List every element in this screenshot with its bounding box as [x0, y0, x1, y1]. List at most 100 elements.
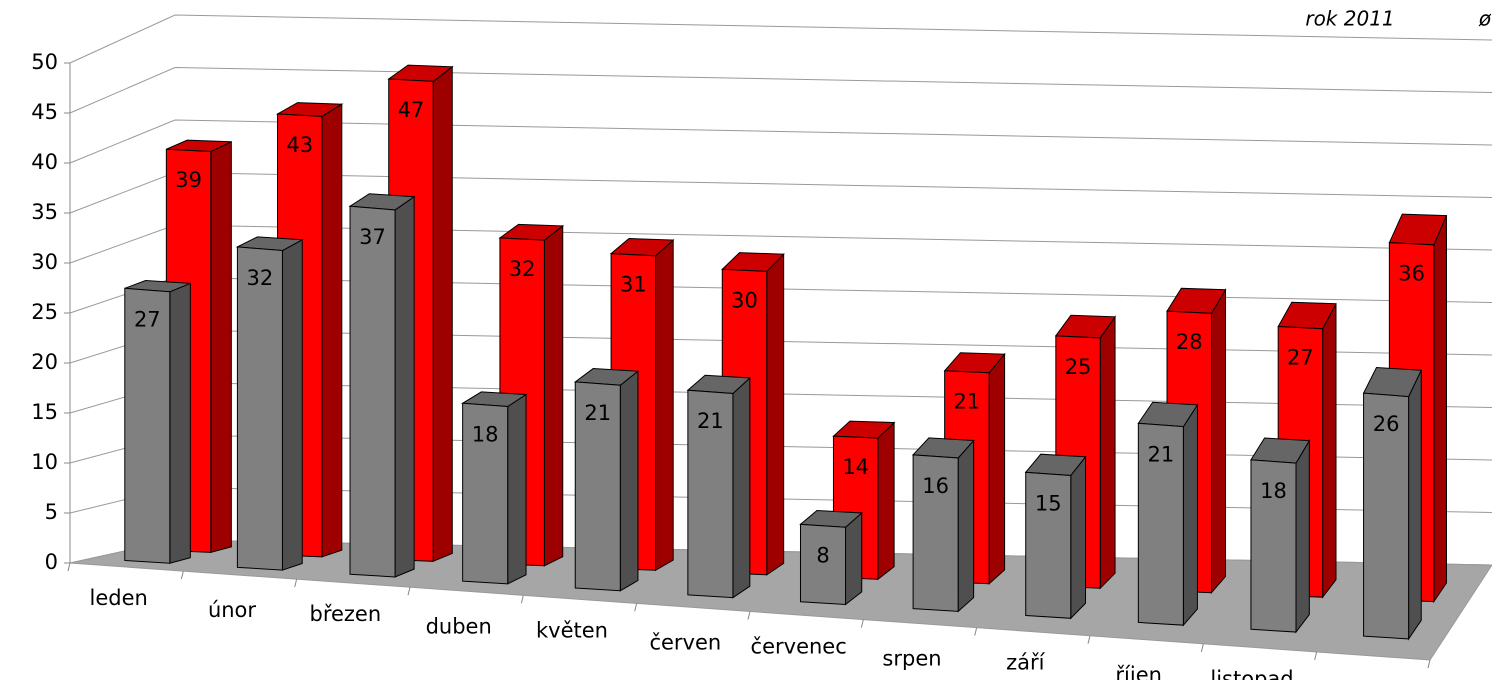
bar-side [543, 224, 564, 567]
bar-side [1099, 315, 1116, 590]
x-tick-label: září [1006, 651, 1046, 675]
y-tick-label: 40 [31, 150, 58, 174]
x-tick-label: listopad [1210, 667, 1293, 680]
value-label: 14 [842, 455, 869, 479]
bar-side [732, 376, 751, 599]
value-label: 21 [584, 401, 611, 425]
y-tick-label: 25 [31, 300, 58, 324]
value-label: 31 [620, 273, 647, 297]
bar-side [957, 439, 975, 613]
y-tick-label: 45 [31, 100, 58, 124]
value-label: 37 [359, 225, 386, 249]
bar-side [281, 238, 303, 571]
bar-side [655, 238, 674, 572]
bar-side [432, 65, 453, 563]
bar-side [1295, 438, 1310, 634]
x-tick [1427, 659, 1431, 669]
value-label: 28 [1176, 330, 1203, 354]
value-label: 32 [509, 257, 536, 281]
x-tick [180, 570, 184, 580]
bar-side [1408, 370, 1422, 641]
x-tick-label: červenec [751, 635, 847, 659]
y-tick-label: 5 [45, 500, 58, 524]
bar [1250, 459, 1297, 633]
x-tick-label: leden [90, 586, 148, 610]
x-tick-label: březen [309, 602, 381, 626]
bar [1025, 471, 1072, 619]
bar-side [1070, 455, 1087, 620]
value-label: 18 [472, 422, 499, 446]
grid-line [69, 119, 1492, 164]
x-tick [407, 587, 411, 596]
x-tick [860, 619, 864, 628]
y-tick-label: 35 [31, 200, 58, 224]
bar [349, 205, 396, 578]
value-label: 21 [1147, 442, 1174, 466]
value-label: 32 [247, 266, 274, 290]
grid-line [69, 66, 1492, 114]
bar [1137, 422, 1184, 626]
bar-side [766, 252, 785, 576]
x-tick [520, 595, 524, 604]
value-label: 36 [1398, 262, 1425, 286]
x-tick-label: únor [208, 598, 256, 622]
bar-side [507, 393, 527, 585]
bar-side [619, 370, 639, 592]
legend-label: ø [1478, 7, 1492, 31]
value-label: 27 [134, 307, 161, 331]
bar [236, 246, 283, 571]
x-tick [747, 611, 751, 620]
value-label: 39 [175, 168, 202, 192]
x-tick [1314, 651, 1318, 661]
bar-side [1182, 403, 1198, 627]
x-tick-label: duben [426, 614, 492, 638]
x-tick [294, 579, 298, 588]
value-label: 25 [1065, 355, 1092, 379]
x-tick [974, 627, 978, 636]
x-tick-label: srpen [882, 647, 941, 671]
y-tick-label: 30 [31, 250, 58, 274]
x-tick-label: červen [649, 630, 721, 654]
bar-side [877, 421, 895, 581]
value-label: 15 [1035, 491, 1062, 515]
y-tick-label: 0 [45, 550, 58, 574]
bar-side [988, 352, 1006, 585]
y-tick-label: 10 [31, 450, 58, 474]
y-tick-label: 15 [31, 400, 58, 424]
value-label: 26 [1373, 412, 1400, 436]
y-tick-label: 50 [31, 50, 58, 74]
x-tick [1200, 643, 1204, 652]
bar [1363, 392, 1410, 640]
x-tick-label: květen [536, 618, 608, 642]
bar [462, 402, 509, 585]
value-label: 16 [922, 474, 949, 498]
bar [574, 381, 621, 592]
value-label: 18 [1260, 479, 1287, 503]
bar-side [845, 511, 863, 606]
bar [912, 454, 959, 612]
value-label: 21 [954, 390, 981, 414]
bar-side [394, 195, 415, 578]
bar-side [169, 282, 191, 564]
bar-side [1433, 215, 1447, 604]
x-tick [634, 603, 638, 612]
bar-side [210, 140, 232, 553]
value-label: 8 [816, 543, 829, 567]
bar [687, 389, 734, 599]
legend-label: rok 2011 [1305, 7, 1394, 31]
bar [124, 287, 171, 564]
bar [799, 523, 847, 606]
grid-line [69, 14, 1492, 64]
value-label: 43 [286, 133, 313, 157]
value-label: 27 [1287, 346, 1314, 370]
bar-side [321, 103, 343, 558]
x-tick [67, 562, 71, 572]
x-tick [1087, 635, 1091, 644]
value-label: 47 [398, 98, 425, 122]
bar-side [1322, 303, 1337, 599]
bar-side [1210, 287, 1227, 595]
y-tick-label: 20 [31, 350, 58, 374]
value-label: 30 [731, 288, 758, 312]
x-tick-label: říjen [1115, 663, 1162, 680]
